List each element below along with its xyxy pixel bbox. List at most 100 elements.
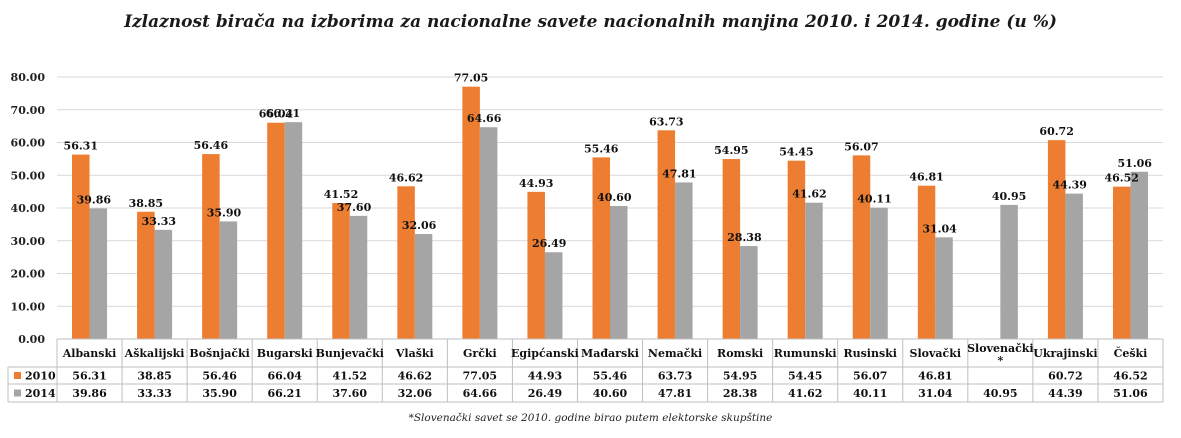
- y-tick-label: 60.00: [11, 137, 46, 150]
- bar-2014: [284, 122, 303, 339]
- table-value-2010: 55.46: [593, 370, 628, 383]
- data-label-2010: 44.93: [519, 177, 553, 190]
- table-value-2014: 64.66: [463, 387, 498, 400]
- bars: [72, 86, 1148, 340]
- data-label-2010: 46.62: [389, 171, 423, 184]
- data-label-2010: 77.05: [454, 72, 488, 85]
- bar-2014: [1065, 193, 1083, 339]
- bar-2014: [89, 208, 108, 339]
- data-label-2010: 54.45: [779, 146, 813, 159]
- data-label-2014: 41.62: [792, 188, 826, 201]
- category-label-suffix: *: [997, 354, 1003, 367]
- data-label-2010: 56.07: [844, 140, 878, 153]
- data-label-2014: 44.39: [1052, 179, 1086, 192]
- bar-2014: [479, 127, 498, 340]
- table-value-2010: 77.05: [463, 370, 497, 383]
- data-label-2014: 39.86: [77, 193, 112, 206]
- data-label-2010: 46.81: [909, 171, 943, 184]
- category-label: Ukrajinski: [1033, 347, 1097, 360]
- data-label-2014: 32.06: [402, 219, 437, 232]
- category-label: Egipćanski: [511, 347, 579, 360]
- category-label: Bošnjački: [189, 347, 249, 360]
- table-value-2014: 51.06: [1113, 387, 1148, 400]
- bar-2010: [137, 211, 155, 339]
- data-label-2014: 31.04: [922, 222, 957, 235]
- y-tick-label: 20.00: [11, 268, 46, 281]
- bar-2010: [332, 203, 350, 339]
- category-label: Slovački: [910, 347, 961, 360]
- table-value-2014: 37.60: [333, 387, 368, 400]
- bar-2014: [1130, 171, 1148, 339]
- bar-2010: [397, 186, 415, 339]
- bar-2010: [72, 154, 90, 339]
- data-table: Albanski Aškalijski Bošnjački Bugarski Bunje…: [7, 338, 1164, 403]
- y-tick-label: 50.00: [11, 169, 46, 182]
- bar-2014: [349, 215, 368, 339]
- data-label-2014: 33.33: [142, 215, 176, 228]
- data-label-2014: 28.38: [727, 231, 762, 244]
- category-label: Albanski: [62, 347, 117, 360]
- category-label: Rusinski: [843, 347, 897, 360]
- y-axis-tick-labels: 0.00 10.00 20.00 30.00 40.00 50.00 60.00 70.00 8…: [11, 71, 46, 346]
- category-label: Bugarski: [257, 347, 313, 360]
- table-value-2014: 66.21: [267, 387, 301, 400]
- table-value-2010: 56.46: [202, 370, 237, 383]
- bar-2010: [462, 86, 480, 339]
- data-label-2014: 37.60: [337, 201, 372, 214]
- bar-2010: [527, 191, 545, 339]
- table-value-2010: 60.72: [1048, 370, 1082, 383]
- bar-2010: [852, 155, 871, 339]
- table-value-2010: 56.07: [853, 370, 887, 383]
- bar-2010: [917, 185, 936, 339]
- category-label: Grčki: [463, 347, 497, 360]
- data-label-2014: 40.11: [857, 193, 891, 206]
- bar-2010: [202, 154, 220, 339]
- table-value-2010: 54.95: [723, 370, 757, 383]
- y-tick-label: 70.00: [11, 104, 46, 117]
- table-value-2014: 47.81: [658, 387, 692, 400]
- category-label: Aškalijski: [124, 347, 185, 360]
- bar-2014: [805, 202, 823, 339]
- y-tick-label: 10.00: [11, 300, 46, 313]
- data-label-2010: 54.95: [714, 144, 748, 157]
- bar-2014: [544, 252, 563, 339]
- y-tick-label: 30.00: [11, 235, 46, 248]
- table-value-2010: 63.73: [658, 370, 692, 383]
- table-value-2014: 33.33: [137, 387, 171, 400]
- legend-swatch-2014: [14, 389, 21, 397]
- category-label: Češki: [1114, 346, 1148, 360]
- bar-2014: [610, 206, 628, 339]
- bar-2010: [787, 160, 806, 339]
- data-label-2010: 56.46: [194, 139, 229, 152]
- bar-2014: [154, 229, 173, 339]
- data-label-2010: 63.73: [649, 115, 683, 128]
- data-label-2010: 41.52: [324, 188, 358, 201]
- data-labels: 56.31 39.86 38.85 33.33 56.46 35.90 66.0466.21…: [64, 72, 1153, 251]
- data-label-2014: 35.90: [207, 206, 242, 219]
- table-value-2010: 46.52: [1113, 370, 1147, 383]
- table-value-2014: 40.60: [593, 387, 628, 400]
- footnote: *Slovenački savet se 2010. godine birao …: [408, 412, 773, 424]
- data-label-2010: 66.04: [259, 108, 294, 121]
- table-value-2010: 41.52: [333, 370, 367, 383]
- table-value-2014: 35.90: [202, 387, 237, 400]
- table-value-2014: 40.11: [853, 387, 887, 400]
- data-label-2014: 40.95: [992, 190, 1026, 203]
- table-value-2014: 44.39: [1048, 387, 1082, 400]
- category-label: Romski: [717, 347, 763, 360]
- table-value-2010: 66.04: [267, 370, 302, 383]
- bar-2014: [1000, 204, 1018, 339]
- table-value-2010: 38.85: [137, 370, 171, 383]
- table-value-2010: 54.45: [788, 370, 822, 383]
- bar-2010: [592, 157, 610, 339]
- data-label-2014: 26.49: [532, 237, 566, 250]
- table-value-2014: 26.49: [528, 387, 562, 400]
- data-label-2014: 40.60: [597, 191, 632, 204]
- category-label: Vlaški: [395, 347, 434, 360]
- legend-label-2010: 2010: [25, 370, 56, 383]
- category-label: Bunjevački: [316, 347, 384, 360]
- bar-2014: [675, 182, 693, 339]
- table-value-2014: 32.06: [398, 387, 433, 400]
- table-value-2014: 39.86: [72, 387, 107, 400]
